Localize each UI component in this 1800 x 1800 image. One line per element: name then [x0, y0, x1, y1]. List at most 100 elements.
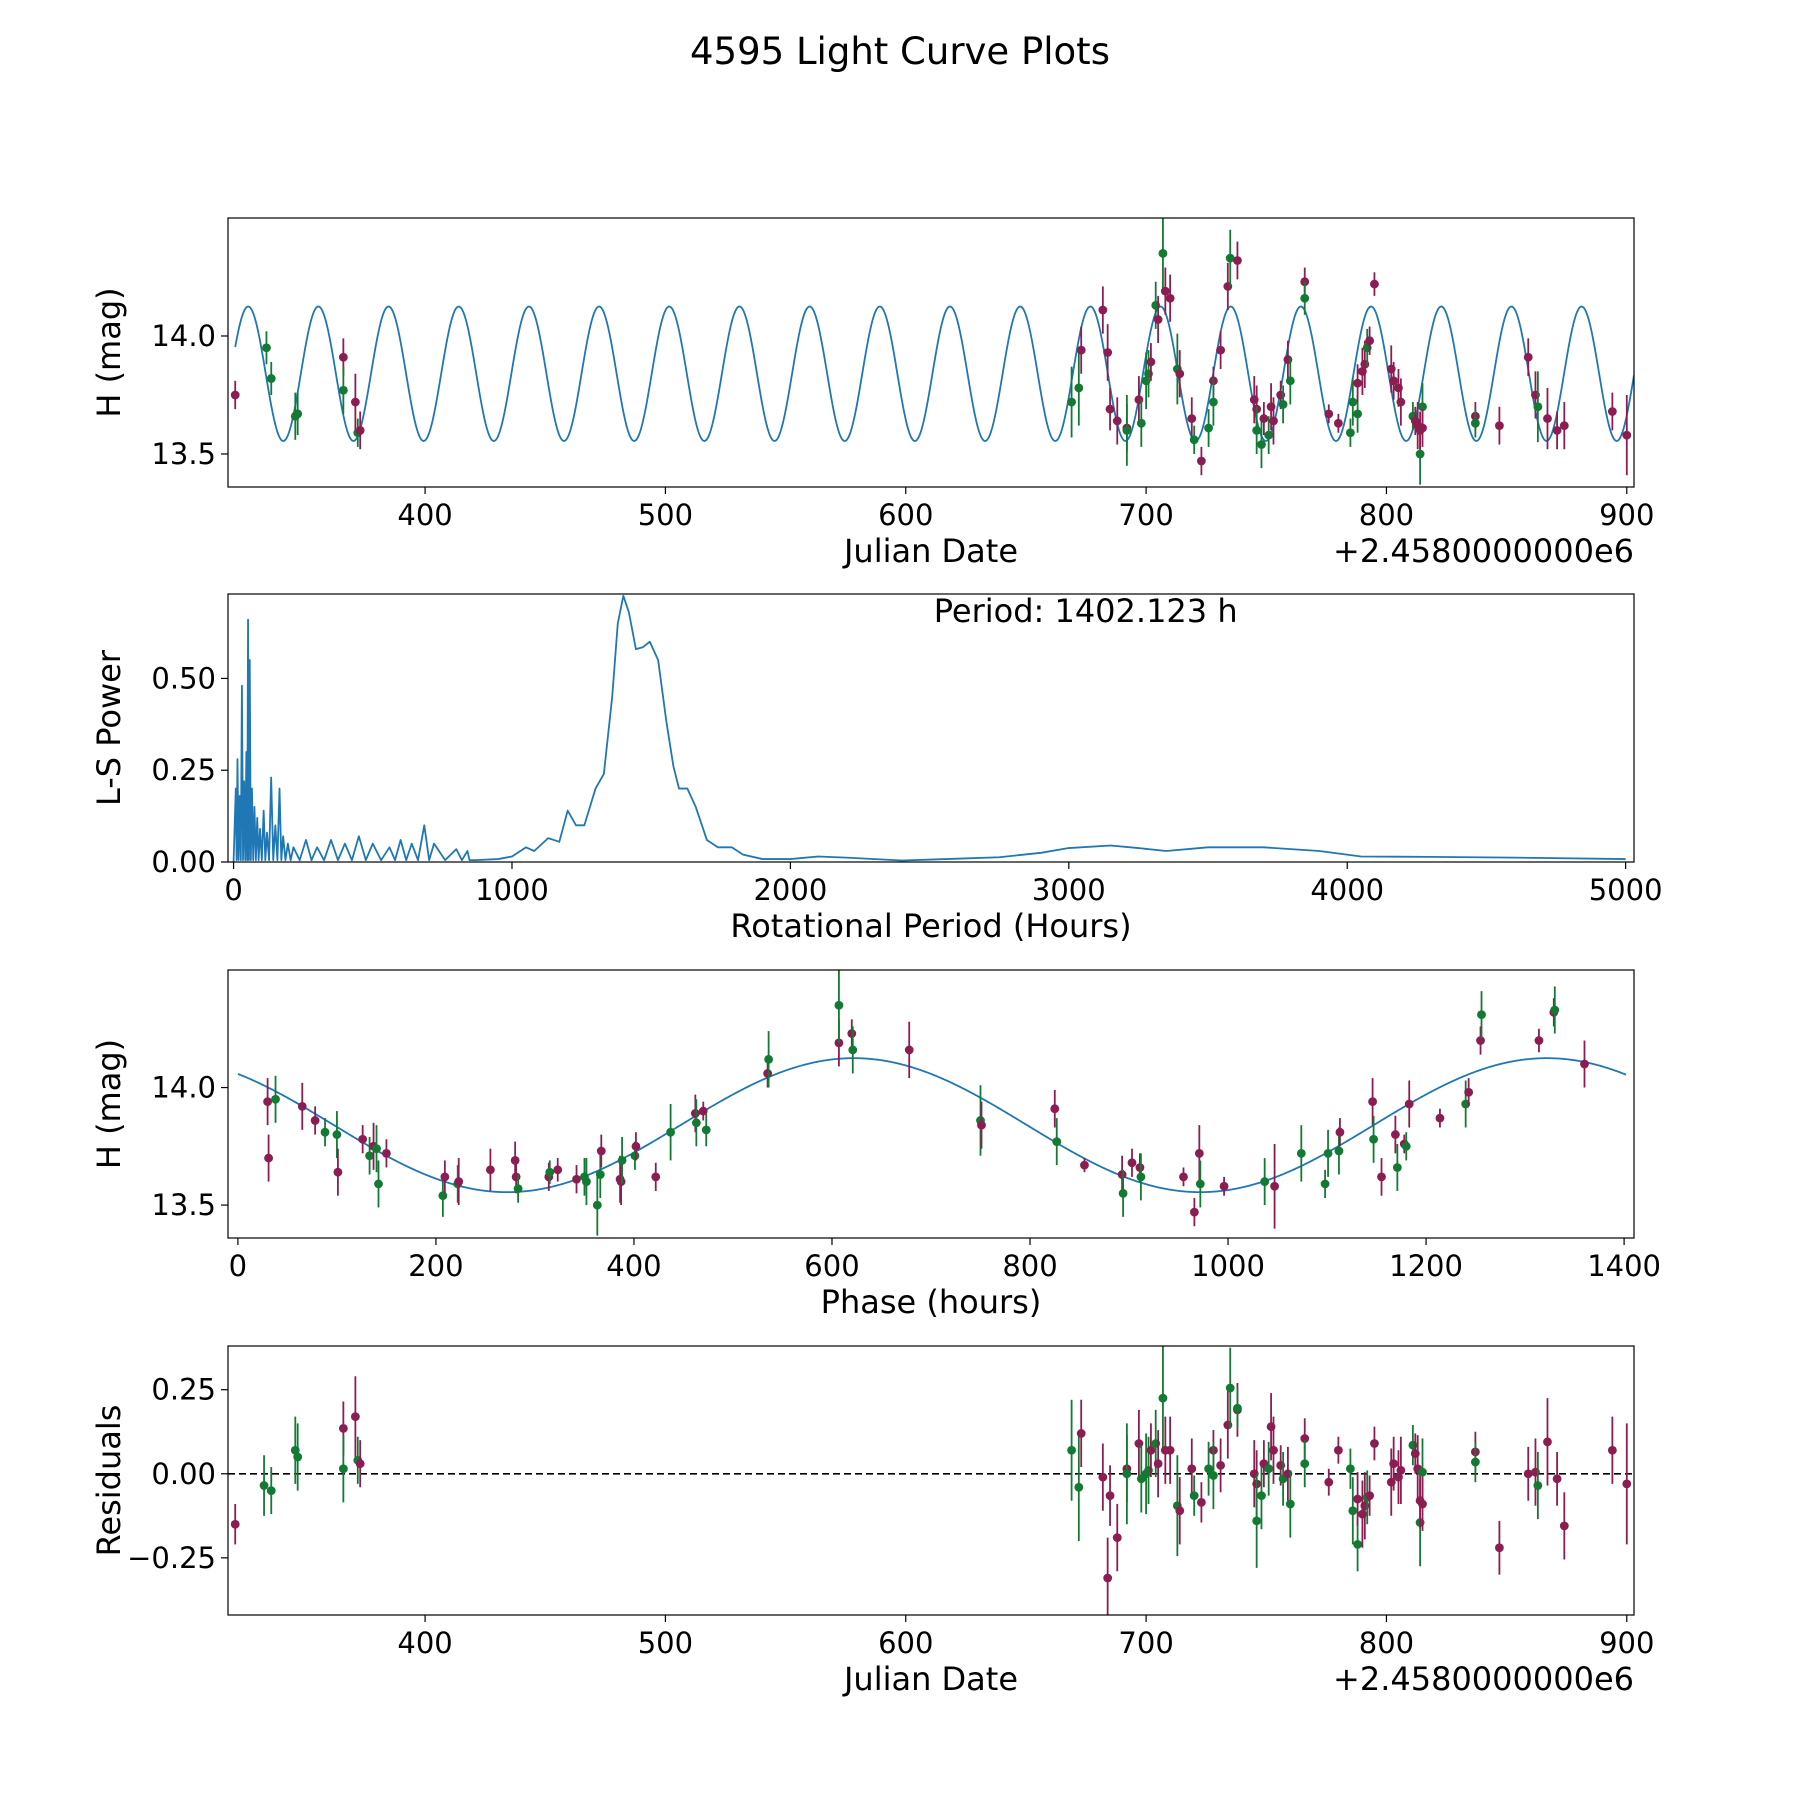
point-marker: [1335, 1127, 1345, 1137]
point-marker: [1067, 1445, 1076, 1455]
periodogram-panel: 0 1000 2000 3000 4000 5000 0.00 0.25 0.50 Rotatio…: [90, 592, 1663, 945]
point-marker: [338, 352, 348, 362]
point-marker: [297, 1101, 307, 1111]
point-marker: [1219, 1181, 1229, 1191]
data-point: [1187, 1438, 1197, 1499]
data-point: [1098, 1443, 1108, 1511]
data-point: [1368, 1078, 1378, 1126]
point-marker: [1533, 402, 1543, 412]
x-tick-label: 200: [408, 1249, 463, 1283]
data-point: [1418, 1477, 1427, 1531]
data-point: [1389, 1436, 1399, 1491]
point-marker: [264, 1153, 273, 1163]
point-marker: [1269, 416, 1278, 426]
data-point: [1335, 1118, 1345, 1147]
point-marker: [1390, 1130, 1400, 1139]
data-point: [1165, 274, 1175, 322]
data-point: [1389, 361, 1399, 400]
data-point: [651, 1162, 661, 1191]
data-point: [338, 366, 348, 414]
data-point: [596, 1134, 606, 1168]
x-tick-label: 0: [224, 873, 242, 907]
point-marker: [259, 1481, 269, 1490]
point-marker: [1052, 1137, 1062, 1147]
point-marker: [1160, 286, 1170, 296]
point-marker: [763, 1069, 773, 1078]
point-marker: [1333, 418, 1343, 428]
data-point: [1278, 385, 1288, 424]
point-marker: [1098, 305, 1108, 315]
point-marker: [1153, 1459, 1163, 1469]
data-point: [1158, 1346, 1168, 1452]
point-marker: [1257, 440, 1266, 449]
x-tick-label: 1000: [1191, 1249, 1265, 1283]
point-marker: [374, 1179, 383, 1189]
data-point: [485, 1148, 495, 1191]
point-marker: [338, 385, 348, 395]
point-marker: [617, 1156, 627, 1165]
y-axis-label: L-S Power: [90, 649, 128, 806]
data-point: [666, 1104, 675, 1161]
data-point: [1146, 1423, 1156, 1478]
point-marker: [332, 1130, 342, 1139]
data-point: [1225, 1347, 1235, 1429]
point-marker: [1136, 418, 1146, 428]
point-marker: [1175, 369, 1185, 379]
data-point: [698, 1101, 708, 1121]
point-marker: [1209, 1471, 1218, 1480]
data-point: [1495, 406, 1504, 445]
data-point: [1324, 404, 1334, 424]
data-point: [592, 1174, 602, 1236]
point-marker: [1392, 1163, 1402, 1172]
point-marker: [271, 1094, 280, 1104]
point-marker: [1396, 1466, 1406, 1475]
data-point: [1392, 1143, 1402, 1191]
point-marker: [365, 1151, 374, 1161]
x-tick-label: 400: [606, 1249, 661, 1283]
point-marker: [596, 1146, 606, 1156]
point-marker: [1320, 1179, 1330, 1189]
data-point: [262, 331, 271, 365]
point-marker: [1559, 421, 1569, 431]
data-point: [374, 1160, 383, 1208]
point-marker: [1204, 423, 1213, 433]
data-point: [847, 1019, 857, 1048]
point-marker: [454, 1177, 464, 1186]
point-marker: [1204, 1464, 1213, 1474]
point-marker: [338, 1423, 348, 1433]
x-tick-label: 0: [229, 1249, 247, 1283]
point-marker: [572, 1174, 581, 1184]
data-point: [1622, 394, 1632, 476]
point-marker: [1334, 1146, 1344, 1156]
data-point: [1103, 1537, 1113, 1615]
point-marker: [1607, 407, 1617, 416]
y-tick-label: 13.5: [151, 437, 216, 471]
point-marker: [293, 1452, 303, 1462]
point-marker: [698, 1106, 708, 1116]
point-marker: [1252, 1516, 1262, 1526]
data-point: [1523, 1446, 1533, 1501]
x-tick-label: 900: [1599, 1626, 1654, 1660]
point-marker: [350, 1412, 360, 1422]
data-point: [1160, 267, 1170, 315]
data-point: [1076, 1399, 1086, 1468]
x-axis-label: Julian Date: [842, 532, 1018, 570]
x-tick-label: 800: [1002, 1249, 1057, 1283]
point-marker: [1074, 1482, 1084, 1492]
data-point: [1607, 1416, 1617, 1484]
data-point: [1353, 1517, 1363, 1572]
data-point: [438, 1174, 448, 1217]
point-marker: [485, 1165, 495, 1175]
data-point: [1396, 378, 1406, 426]
point-marker: [262, 343, 271, 353]
point-marker: [1233, 1403, 1242, 1413]
point-marker: [1345, 1464, 1355, 1474]
point-marker: [1122, 1469, 1132, 1479]
data-point: [1543, 387, 1552, 450]
point-marker: [1396, 397, 1406, 407]
data-point: [1345, 418, 1355, 447]
x-tick-label: 800: [1359, 498, 1414, 532]
point-marker: [1260, 1177, 1270, 1186]
data-point: [1464, 1078, 1474, 1107]
point-marker: [1146, 1445, 1156, 1455]
